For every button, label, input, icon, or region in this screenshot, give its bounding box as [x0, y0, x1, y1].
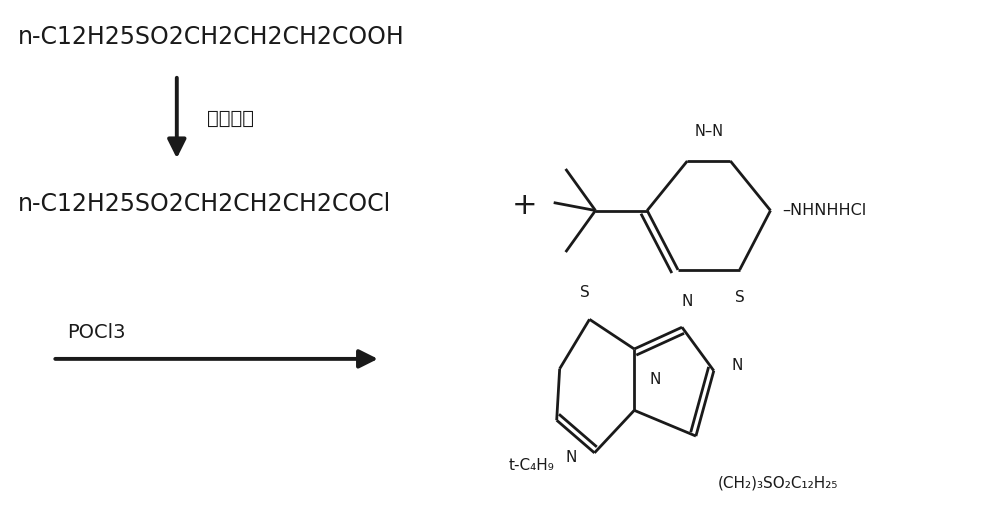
Text: +: + [512, 191, 538, 220]
Text: (CH₂)₃SO₂C₁₂H₂₅: (CH₂)₃SO₂C₁₂H₂₅ [718, 476, 838, 491]
Text: S: S [580, 285, 589, 300]
Text: N: N [681, 295, 693, 310]
Text: n-C12H25SO2CH2CH2CH2COCl: n-C12H25SO2CH2CH2CH2COCl [18, 192, 391, 216]
Text: 氯化亚砱: 氯化亚砱 [207, 109, 254, 128]
Text: N: N [565, 450, 577, 466]
Text: t-C₄H₉: t-C₄H₉ [509, 458, 555, 473]
Text: –NHNHHCl: –NHNHHCl [782, 203, 867, 218]
Text: N: N [732, 358, 743, 373]
Text: S: S [735, 289, 745, 305]
Text: N–N: N–N [694, 124, 723, 139]
Text: n-C12H25SO2CH2CH2CH2COOH: n-C12H25SO2CH2CH2CH2COOH [18, 25, 404, 49]
Text: POCl3: POCl3 [67, 323, 126, 341]
Text: N: N [649, 372, 661, 387]
